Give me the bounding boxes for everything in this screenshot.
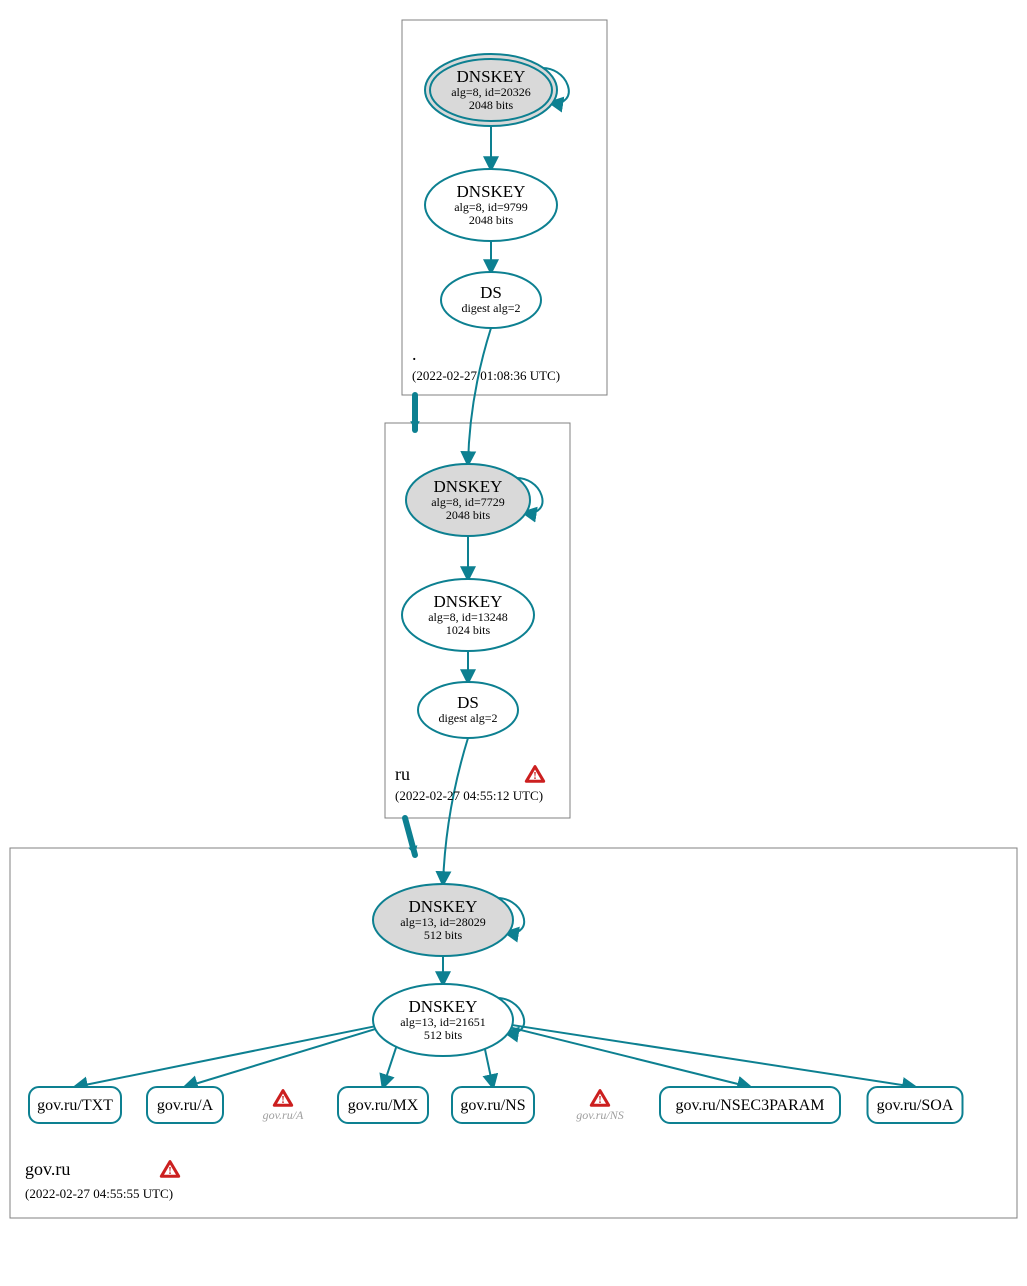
rrset-txt: gov.ru/TXT <box>29 1087 121 1123</box>
edge-gov_zsk_mx <box>383 1047 396 1087</box>
edge-root_ds_ru_ksk <box>468 328 491 464</box>
edge-ru_ds_gov_ksk <box>443 738 468 884</box>
node-sub2: 1024 bits <box>446 623 491 637</box>
rrset-a: gov.ru/A <box>147 1087 223 1123</box>
zone-warning-icon-ru: ! <box>526 767 543 782</box>
node-title: DNSKEY <box>434 592 503 611</box>
node-sub1: alg=8, id=9799 <box>454 200 528 214</box>
node-sub1: alg=13, id=21651 <box>400 1015 486 1029</box>
edge-gov_zsk_nsec3 <box>511 1028 750 1087</box>
node-sub2: 2048 bits <box>446 508 491 522</box>
zone-warning-icon-govru: ! <box>161 1162 178 1177</box>
node-title: DNSKEY <box>457 67 526 86</box>
rrset-mx: gov.ru/MX <box>338 1087 428 1123</box>
rrset-label: gov.ru/SOA <box>877 1097 954 1114</box>
edge-root_to_ru_box-head <box>410 421 420 430</box>
zone-time-govru: (2022-02-27 04:55:55 UTC) <box>25 1186 173 1201</box>
warning-icon-a: ! <box>274 1091 291 1106</box>
node-root_zsk: DNSKEYalg=8, id=97992048 bits <box>425 169 557 241</box>
node-title: DNSKEY <box>409 897 478 916</box>
zone-name-govru: gov.ru <box>25 1159 70 1179</box>
node-sub1: alg=8, id=20326 <box>451 85 531 99</box>
node-root_ds: DSdigest alg=2 <box>441 272 541 328</box>
zone-time-root: (2022-02-27 01:08:36 UTC) <box>412 368 560 383</box>
rrset-soa: gov.ru/SOA <box>868 1087 963 1123</box>
zone-time-ru: (2022-02-27 04:55:12 UTC) <box>395 788 543 803</box>
node-gov_zsk: DNSKEYalg=13, id=21651512 bits <box>373 984 513 1056</box>
edge-gov_zsk_txt <box>75 1026 374 1087</box>
svg-text:!: ! <box>533 771 537 782</box>
node-ru_ksk: DNSKEYalg=8, id=77292048 bits <box>406 464 530 536</box>
node-title: DS <box>457 693 479 712</box>
node-ru_ds: DSdigest alg=2 <box>418 682 518 738</box>
node-sub1: digest alg=2 <box>438 711 497 725</box>
node-title: DNSKEY <box>434 477 503 496</box>
node-title: DNSKEY <box>457 182 526 201</box>
node-sub1: alg=8, id=13248 <box>428 610 508 624</box>
error-label-ns: gov.ru/NS <box>576 1108 623 1122</box>
rrset-ns: gov.ru/NS <box>452 1087 534 1123</box>
edge-gov_zsk_ns <box>485 1049 493 1087</box>
svg-text:!: ! <box>598 1095 602 1106</box>
node-sub1: digest alg=2 <box>461 301 520 315</box>
node-ru_zsk: DNSKEYalg=8, id=132481024 bits <box>402 579 534 651</box>
node-sub2: 2048 bits <box>469 213 514 227</box>
node-root_ksk: DNSKEYalg=8, id=203262048 bits <box>425 54 557 126</box>
rrset-label: gov.ru/MX <box>348 1097 419 1114</box>
node-gov_ksk: DNSKEYalg=13, id=28029512 bits <box>373 884 513 956</box>
node-sub2: 2048 bits <box>469 98 514 112</box>
node-sub2: 512 bits <box>424 1028 463 1042</box>
warning-icon-ns: ! <box>591 1091 608 1106</box>
rrset-label: gov.ru/A <box>157 1097 214 1114</box>
node-title: DNSKEY <box>409 997 478 1016</box>
zone-name-ru: ru <box>395 764 410 784</box>
rrset-label: gov.ru/TXT <box>37 1097 113 1114</box>
node-sub1: alg=13, id=28029 <box>400 915 486 929</box>
svg-text:!: ! <box>281 1095 285 1106</box>
node-sub1: alg=8, id=7729 <box>431 495 505 509</box>
rrset-nsec3: gov.ru/NSEC3PARAM <box>660 1087 840 1123</box>
rrset-label: gov.ru/NSEC3PARAM <box>675 1097 824 1114</box>
rrset-label: gov.ru/NS <box>460 1097 525 1114</box>
error-label-a: gov.ru/A <box>263 1108 304 1122</box>
zone-name-root: . <box>412 344 417 364</box>
node-title: DS <box>480 283 502 302</box>
node-sub2: 512 bits <box>424 928 463 942</box>
svg-text:!: ! <box>168 1166 172 1177</box>
